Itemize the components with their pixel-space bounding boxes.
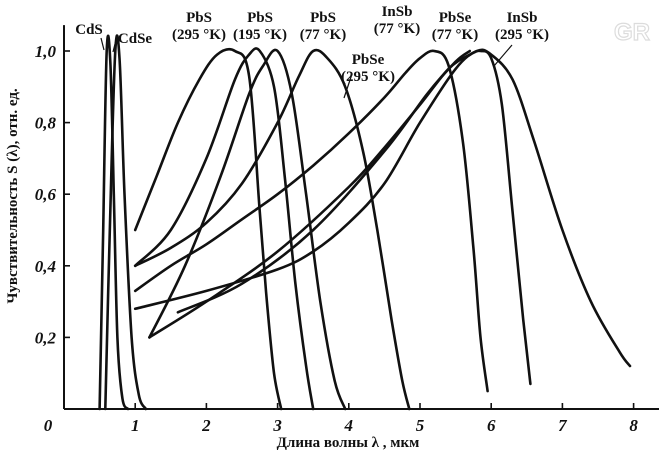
y-tick-label: 0,8: [35, 114, 57, 133]
x-tick-label: 4: [344, 416, 354, 435]
curve-label-insb295: InSb: [507, 10, 538, 26]
curve-label-pbs195: PbS: [247, 10, 273, 26]
x-tick-label: 5: [416, 416, 425, 435]
y-tick-label: 0,6: [35, 185, 57, 204]
x-tick-label: 8: [629, 416, 638, 435]
curve-pbs195: [133, 47, 315, 411]
watermark-logo: GR: [614, 19, 650, 46]
curve-label-pbse295: PbSe: [352, 52, 385, 68]
curve-label-pbse77: PbSe: [439, 10, 472, 26]
curve-pbse295: [133, 48, 411, 411]
curve-label-cdse: CdSe: [118, 31, 153, 47]
label-leader-pbse295: [343, 73, 353, 99]
label-leader-cdse: [112, 39, 117, 53]
curve-cds: [98, 34, 130, 411]
y-tick-label: 0,4: [35, 257, 56, 276]
x-tick-label: 2: [201, 416, 211, 435]
x-tick-label: 6: [487, 416, 496, 435]
curve-pbs77: [148, 48, 347, 411]
curve-label-insb77: (77 °K): [374, 21, 420, 37]
curve-label-pbse295: (295 °K): [341, 69, 395, 85]
curve-label-pbs77: (77 °K): [300, 27, 346, 43]
x-tick-label: 1: [131, 416, 140, 435]
curve-insb295: [133, 48, 632, 368]
curve-label-pbse77: (77 °K): [432, 27, 478, 43]
x-tick-label: 3: [272, 416, 282, 435]
label-leader-cds: [100, 37, 105, 51]
curves: [98, 34, 632, 411]
curve-cdse: [104, 34, 148, 411]
curve-label-pbs77: PbS: [310, 10, 336, 26]
curve-label-insb77: InSb: [382, 4, 413, 20]
x-tick-label: 0: [44, 416, 53, 435]
curve-extra1: [176, 49, 472, 314]
curve-label-pbs295: (295 °K): [172, 27, 226, 43]
y-tick-label: 0,2: [35, 328, 57, 347]
curve-pbs295: [133, 47, 283, 411]
curve-label-pbs195: (195 °K): [233, 27, 287, 43]
y-tick-label: 1,0: [35, 42, 57, 61]
curve-insb77: [133, 49, 489, 393]
axes: 0 1 2 3 4 5 6 7 8 0,2 0,4 0,6 0,8 1,0: [35, 25, 659, 435]
curve-pbse77: [148, 49, 532, 386]
y-axis-title: Чувствительность S (λ), отн. ед.: [5, 88, 21, 304]
curve-label-insb295: (295 °K): [495, 27, 549, 43]
label-leader-insb295: [493, 44, 513, 67]
x-tick-label: 7: [558, 416, 568, 435]
curve-label-pbs295: PbS: [186, 10, 212, 26]
curve-label-cds: CdS: [75, 22, 103, 38]
x-axis-title: Длина волны λ , мкм: [277, 435, 420, 451]
